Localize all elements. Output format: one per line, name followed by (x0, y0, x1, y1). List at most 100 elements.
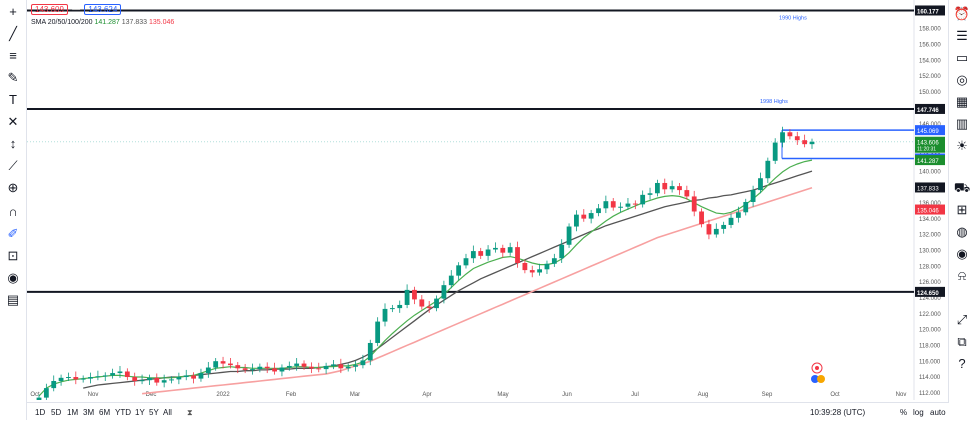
range-1m[interactable]: 1M (67, 408, 79, 417)
log-toggle[interactable]: log (913, 408, 924, 417)
trash-icon[interactable]: ▤ (6, 292, 20, 307)
candle (110, 368, 116, 379)
horizontal-lines-icon[interactable]: ≡ (9, 48, 17, 63)
chat-icon[interactable]: ▭ (955, 50, 969, 65)
calendar-icon[interactable]: ▥ (955, 116, 969, 131)
x-tick-label: Feb (286, 392, 297, 398)
candle (588, 209, 594, 224)
y-tick-label: 136.000 (919, 201, 941, 207)
candles (36, 126, 815, 400)
target-icon[interactable]: ◎ (956, 72, 968, 87)
candle (691, 190, 697, 217)
pattern-icon[interactable]: ✕ (7, 114, 19, 129)
help-icon[interactable]: ? (958, 356, 966, 371)
y-tick-label: 146.000 (919, 122, 941, 128)
candle-body (80, 378, 86, 380)
car-icon[interactable]: ⛟ (953, 180, 971, 195)
clock-time[interactable]: 10:39:28 (UTC) (810, 408, 866, 417)
series-price-label: 137.833 (915, 182, 945, 193)
candle (787, 129, 793, 140)
notifications-icon[interactable]: ◍ (956, 224, 968, 239)
candle-body (257, 366, 263, 370)
candle-body (780, 132, 785, 143)
candle (603, 195, 609, 214)
range-3m[interactable]: 3M (83, 408, 95, 417)
y-tick-label: 128.000 (919, 264, 941, 270)
expand-icon[interactable]: ⤢ (956, 312, 968, 327)
event-flag-marker (817, 375, 825, 383)
range-1y[interactable]: 1Y (135, 408, 145, 417)
zoom-in-icon[interactable]: ⊕ (7, 180, 19, 195)
date-range-icon[interactable]: ⧗ (187, 408, 193, 417)
range-5y[interactable]: 5Y (149, 408, 159, 417)
candle (794, 131, 800, 145)
range-all[interactable]: All (163, 408, 172, 417)
news-icon[interactable]: ▦ (955, 94, 969, 109)
lock-icon[interactable]: ⊡ (7, 248, 19, 263)
candle (647, 187, 653, 200)
trend-line-icon[interactable]: ╱ (9, 26, 17, 41)
candle (338, 358, 344, 374)
ruler-icon[interactable]: ⟋ (8, 158, 18, 173)
range-ytd[interactable]: YTD (115, 408, 131, 417)
candle (677, 182, 682, 195)
candle (559, 239, 565, 263)
screener-icon[interactable]: ⊞ (956, 202, 968, 217)
candle (596, 203, 601, 217)
range-1d[interactable]: 1D (35, 408, 46, 417)
candle (375, 317, 381, 347)
text-tool-icon[interactable]: T (9, 92, 17, 107)
sma-legend[interactable]: SMA 20/50/100/200 141.287 137.833 135.04… (31, 19, 174, 26)
layers-icon[interactable]: ⧉ (957, 334, 967, 349)
candle-body (456, 265, 462, 276)
magnet-icon[interactable]: ∩ (8, 204, 18, 219)
measure-icon[interactable]: ↕ (9, 136, 17, 151)
candle-body (132, 377, 138, 381)
sma-20-line (38, 159, 813, 397)
sell-price-box[interactable]: 143.609 (31, 4, 68, 15)
candle (80, 375, 86, 383)
ideas-icon[interactable]: ☀ (956, 138, 968, 153)
alarm-clock-icon[interactable]: ⏰ (953, 6, 971, 21)
candle-body (750, 190, 756, 202)
price-chart[interactable]: 112.000 114.000 116.000 118.000 120.000 122.0… (27, 0, 949, 400)
candle-body (434, 298, 439, 309)
x-tick-label: Nov (896, 392, 907, 398)
auto-toggle[interactable]: auto (930, 408, 946, 417)
candle-body (58, 377, 64, 381)
candle-body (596, 208, 601, 214)
buy-price-box[interactable]: 143.624 (84, 4, 122, 15)
candle-body (294, 363, 300, 366)
y-tick-label: 134.000 (919, 217, 941, 223)
candle (419, 295, 425, 310)
annotation-1998-highs: 1998 Highs (760, 99, 788, 105)
candle (272, 362, 277, 375)
candle-body (51, 380, 57, 389)
candle (205, 361, 211, 378)
bell-icon[interactable]: ⍾ (957, 268, 967, 283)
range-5d[interactable]: 5D (51, 408, 62, 417)
percent-toggle[interactable]: % (900, 408, 908, 417)
candle-body (441, 285, 447, 299)
candle-body (500, 247, 506, 253)
signal-icon[interactable]: ◉ (956, 246, 968, 261)
candle (802, 134, 808, 148)
candle-body (463, 258, 469, 266)
candle-body (669, 186, 675, 190)
candle-body (235, 365, 241, 369)
candle (809, 138, 815, 149)
candle (448, 270, 454, 289)
candle-body (706, 224, 712, 235)
series-label-text: 135.046 (917, 209, 939, 215)
watchlist-icon[interactable]: ☰ (956, 28, 968, 43)
range-6m[interactable]: 6M (99, 408, 111, 417)
eye-icon[interactable]: ◉ (7, 270, 19, 285)
candle (493, 242, 498, 253)
crosshair-icon[interactable]: + (9, 4, 17, 19)
brush-icon[interactable]: ✎ (7, 70, 19, 85)
candle (566, 223, 572, 248)
candle-body (220, 361, 226, 364)
stay-in-drawing-mode-icon[interactable]: ✐ (7, 226, 19, 241)
candle-body (213, 361, 219, 368)
